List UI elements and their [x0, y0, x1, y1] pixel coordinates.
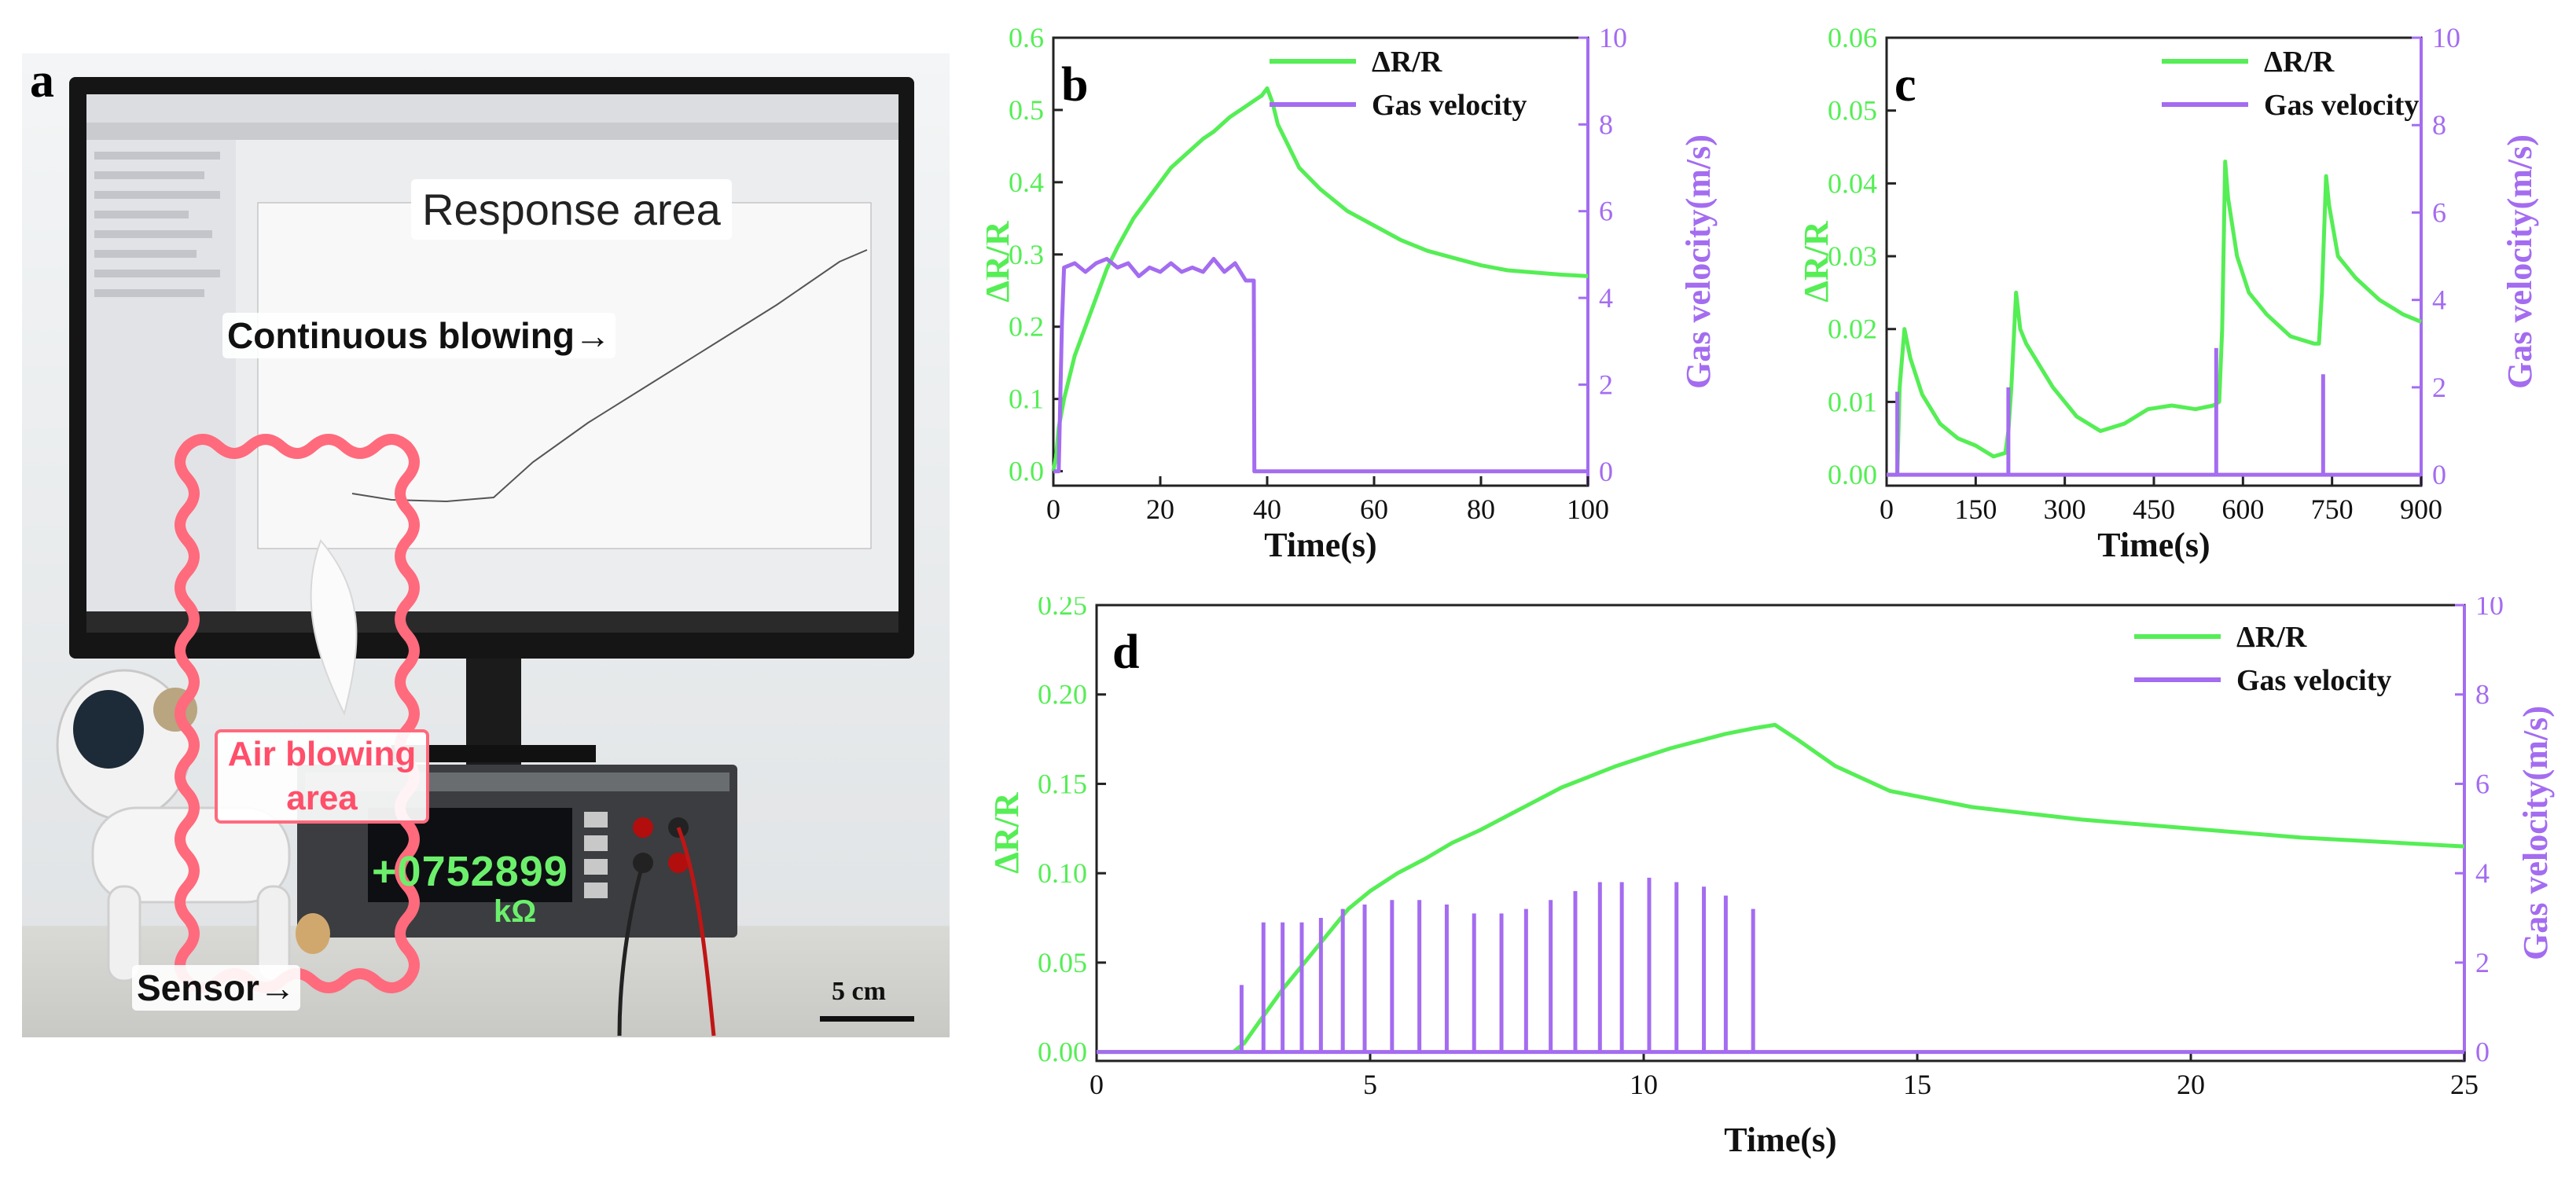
y2-tick-label: 6 [1599, 196, 1613, 227]
y2-tick-label: 10 [2432, 22, 2460, 53]
panel-label-c: c [1894, 58, 1916, 112]
series-gas-velocity-line [1053, 256, 1588, 474]
response-area-label: Response area [411, 179, 732, 240]
y-tick-label: 0.20 [1038, 679, 1087, 710]
y-tick-label: 0.01 [1828, 386, 1877, 417]
x-tick-label: 10 [1630, 1069, 1658, 1100]
x-tick-label: 20 [1146, 494, 1174, 525]
legend-label: Gas velocity [1372, 89, 1527, 122]
y2-tick-label: 10 [2475, 597, 2504, 621]
y-tick-label: 0.3 [1009, 239, 1044, 270]
y-tick-label: 0.15 [1038, 768, 1087, 799]
chart-d: 0 5 10 15 20 25 0.00 0.05 0.10 0.15 0.20 0.25 0 2 4 6 8 1… [987, 597, 2555, 1159]
y2-tick-label: 2 [2475, 947, 2490, 978]
x-tick-label: 300 [2044, 494, 2086, 525]
y-tick-label: 0.05 [1038, 947, 1087, 978]
legend-label: ΔR/R [2264, 46, 2335, 79]
legend-label: ΔR/R [1372, 46, 1442, 79]
x-tick-label: 5 [1363, 1069, 1377, 1100]
x-tick-label: 80 [1467, 494, 1495, 525]
y-tick-label: 0.03 [1828, 240, 1877, 272]
y2-tick-label: 2 [2432, 372, 2446, 403]
panel-label-d: d [1112, 626, 1139, 679]
y-tick-label: 0.00 [1038, 1037, 1087, 1068]
y2-tick-label: 10 [1599, 22, 1627, 53]
panel-label-a: a [30, 54, 54, 108]
legend-label: Gas velocity [2236, 664, 2391, 697]
y-axis-label: ΔR/R [1800, 220, 1836, 303]
y-axis-label: ΔR/R [987, 791, 1026, 874]
air-blowing-line2: area [286, 779, 358, 817]
x-tick-label: 150 [1954, 494, 1997, 525]
y-tick-label: 0.02 [1828, 314, 1877, 345]
y2-tick-label: 8 [2475, 679, 2490, 710]
x-tick-label: 0 [1880, 494, 1894, 525]
y2-tick-label: 4 [2475, 857, 2490, 889]
y-tick-label: 0.25 [1038, 597, 1087, 621]
x-tick-label: 0 [1046, 494, 1060, 525]
y2-tick-label: 8 [2432, 109, 2446, 141]
y-tick-label: 0.00 [1828, 459, 1877, 490]
y2-axis-label: Gas velocity(m/s) [2501, 134, 2539, 389]
y-tick-label: 0.06 [1828, 22, 1877, 53]
y2-tick-label: 2 [1599, 369, 1613, 400]
x-tick-label: 100 [1567, 494, 1609, 525]
air-blowing-label: Air blowing area [215, 729, 429, 824]
y-tick-label: 0.6 [1009, 22, 1044, 53]
legend-label: ΔR/R [2236, 621, 2307, 654]
photo-panel: a Response area Continuous blowing→ Air … [22, 53, 950, 1037]
y2-tick-label: 0 [2475, 1037, 2490, 1068]
x-tick-label: 0 [1090, 1069, 1104, 1100]
x-tick-label: 15 [1903, 1069, 1931, 1100]
chart-c: 0 150 300 450 600 750 900 0.00 0.01 0.02 0.03 0.04 0… [1800, 22, 2539, 564]
monitor [69, 77, 914, 765]
x-tick-label: 600 [2221, 494, 2264, 525]
y-tick-label: 0.04 [1828, 167, 1877, 199]
scale-bar-line [820, 1016, 914, 1022]
air-blowing-frame [175, 434, 420, 993]
y-tick-label: 0.5 [1009, 94, 1044, 126]
meter-reading: +0752899 [372, 848, 568, 895]
x-tick-label: 40 [1253, 494, 1281, 525]
x-tick-label: 750 [2311, 494, 2354, 525]
x-tick-label: 25 [2450, 1069, 2479, 1100]
y2-tick-label: 6 [2475, 768, 2490, 799]
series-dr-r-line [1051, 86, 1589, 472]
x-axis-label: Time(s) [1264, 526, 1376, 564]
x-tick-label: 900 [2400, 494, 2442, 525]
x-tick-label: 450 [2133, 494, 2175, 525]
series-dr-r-line [1097, 722, 2465, 1055]
y2-tick-label: 4 [1599, 282, 1613, 314]
y2-axis-label: Gas velocity(m/s) [1679, 134, 1718, 389]
meter-unit: kΩ [494, 894, 537, 929]
series-dr-r-line [1887, 160, 2422, 477]
y-tick-label: 0.10 [1038, 857, 1087, 889]
y-tick-label: 0.4 [1009, 167, 1044, 198]
y2-tick-label: 4 [2432, 284, 2446, 316]
sensor-label: Sensor→ [132, 965, 300, 1011]
x-axis-label: Time(s) [2097, 526, 2210, 564]
robot-dog [56, 539, 358, 982]
x-tick-label: 20 [2177, 1069, 2205, 1100]
continuous-blowing-label: Continuous blowing→ [222, 313, 616, 358]
chart-b: 0 20 40 60 80 100 0.0 0.1 0.2 0.3 0.4 0.5 0.6 0 2 4 6 8 10… [987, 22, 1718, 564]
panel-label-b: b [1061, 58, 1088, 112]
y-tick-label: 0.05 [1828, 95, 1877, 127]
y2-tick-label: 6 [2432, 196, 2446, 228]
x-axis-label: Time(s) [1724, 1121, 1836, 1159]
y2-tick-label: 0 [1599, 456, 1613, 487]
y-tick-label: 0.2 [1009, 311, 1044, 343]
x-tick-label: 60 [1360, 494, 1388, 525]
air-blowing-line1: Air blowing [227, 735, 417, 773]
scale-bar-label: 5 cm [832, 977, 886, 1006]
legend-label: Gas velocity [2264, 89, 2419, 122]
y-tick-label: 0.0 [1009, 456, 1044, 487]
y2-tick-label: 8 [1599, 108, 1613, 140]
y-tick-label: 0.1 [1009, 383, 1044, 415]
y2-tick-label: 0 [2432, 459, 2446, 490]
y-axis-label: ΔR/R [987, 220, 1016, 303]
y2-axis-label: Gas velocity(m/s) [2516, 706, 2555, 960]
